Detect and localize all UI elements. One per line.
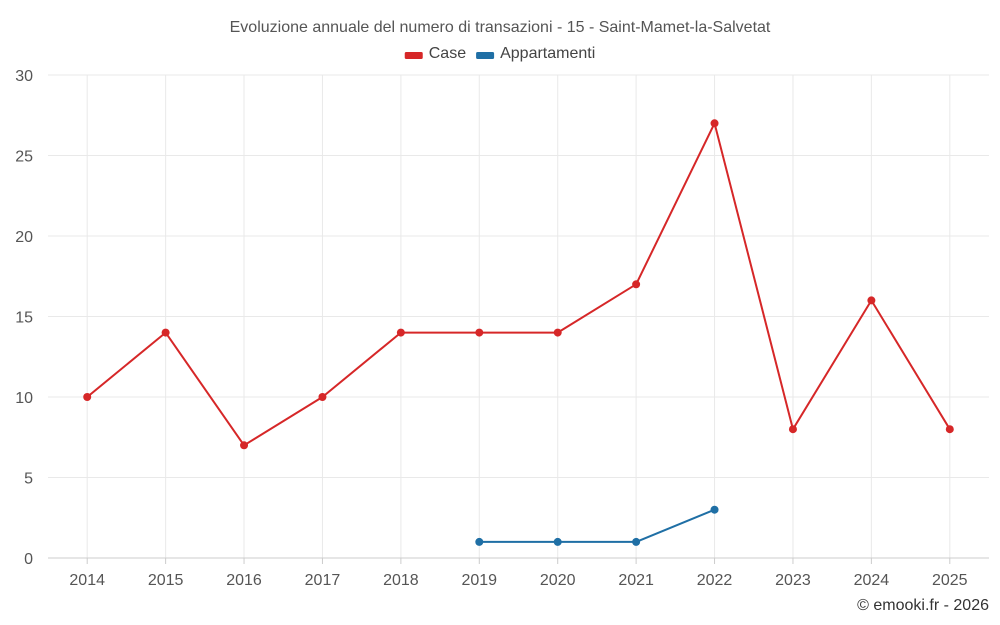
x-tick-label: 2016 xyxy=(226,572,262,589)
y-tick-label: 25 xyxy=(15,149,33,166)
y-tick-label: 0 xyxy=(24,551,33,568)
x-tick-label: 2019 xyxy=(461,572,497,589)
data-point-case-2019[interactable] xyxy=(475,328,484,337)
y-tick-label: 5 xyxy=(24,471,33,488)
data-point-case-2016[interactable] xyxy=(240,441,249,450)
x-tick-label: 2015 xyxy=(148,572,184,589)
y-tick-label: 20 xyxy=(15,229,33,246)
series-line xyxy=(86,122,951,447)
x-tick-label: 2014 xyxy=(69,572,105,589)
y-tick-label: 15 xyxy=(15,310,33,327)
data-point-case-2015[interactable] xyxy=(161,328,170,337)
data-point-case-2023[interactable] xyxy=(788,425,797,434)
credit-text: © emooki.fr - 2026 xyxy=(857,597,989,614)
data-point-appartamenti-2022[interactable] xyxy=(710,505,719,514)
legend-swatch xyxy=(404,52,423,59)
data-point-case-2017[interactable] xyxy=(318,393,327,401)
data-point-case-2025[interactable] xyxy=(945,425,954,434)
series xyxy=(83,119,954,546)
x-tick-label: 2020 xyxy=(540,572,576,589)
y-tick-label: 10 xyxy=(15,390,33,407)
legend-swatch xyxy=(476,52,495,59)
data-point-case-2020[interactable] xyxy=(553,328,562,337)
legend-label: Case xyxy=(429,45,466,62)
grid xyxy=(48,74,989,558)
legend-label: Appartamenti xyxy=(500,45,595,62)
data-point-appartamenti-2019[interactable] xyxy=(475,537,484,546)
data-point-appartamenti-2021[interactable] xyxy=(632,537,641,546)
series-case xyxy=(83,119,954,450)
y-tick-label: 30 xyxy=(15,68,33,85)
data-point-case-2014[interactable] xyxy=(83,393,92,401)
x-tick-label: 2022 xyxy=(697,572,733,589)
data-point-case-2022[interactable] xyxy=(710,119,719,128)
x-tick-label: 2018 xyxy=(383,572,419,589)
legend-item-appartamenti[interactable]: Appartamenti xyxy=(476,45,595,62)
legend: Case Appartamenti xyxy=(404,45,595,62)
series-line xyxy=(479,508,715,543)
x-tick-label: 2023 xyxy=(775,572,811,589)
x-tick-label: 2024 xyxy=(854,572,890,589)
x-tick-label: 2017 xyxy=(305,572,341,589)
data-point-case-2021[interactable] xyxy=(632,280,641,289)
series-appartamenti xyxy=(475,505,719,546)
data-point-case-2018[interactable] xyxy=(396,328,405,337)
x-tick-label: 2025 xyxy=(932,572,968,589)
x-tick-label: 2021 xyxy=(618,572,654,589)
chart-title: Evoluzione annuale del numero di transaz… xyxy=(230,19,771,36)
data-point-case-2024[interactable] xyxy=(867,296,876,305)
data-point-appartamenti-2020[interactable] xyxy=(553,537,562,546)
legend-item-case[interactable]: Case xyxy=(404,45,466,62)
